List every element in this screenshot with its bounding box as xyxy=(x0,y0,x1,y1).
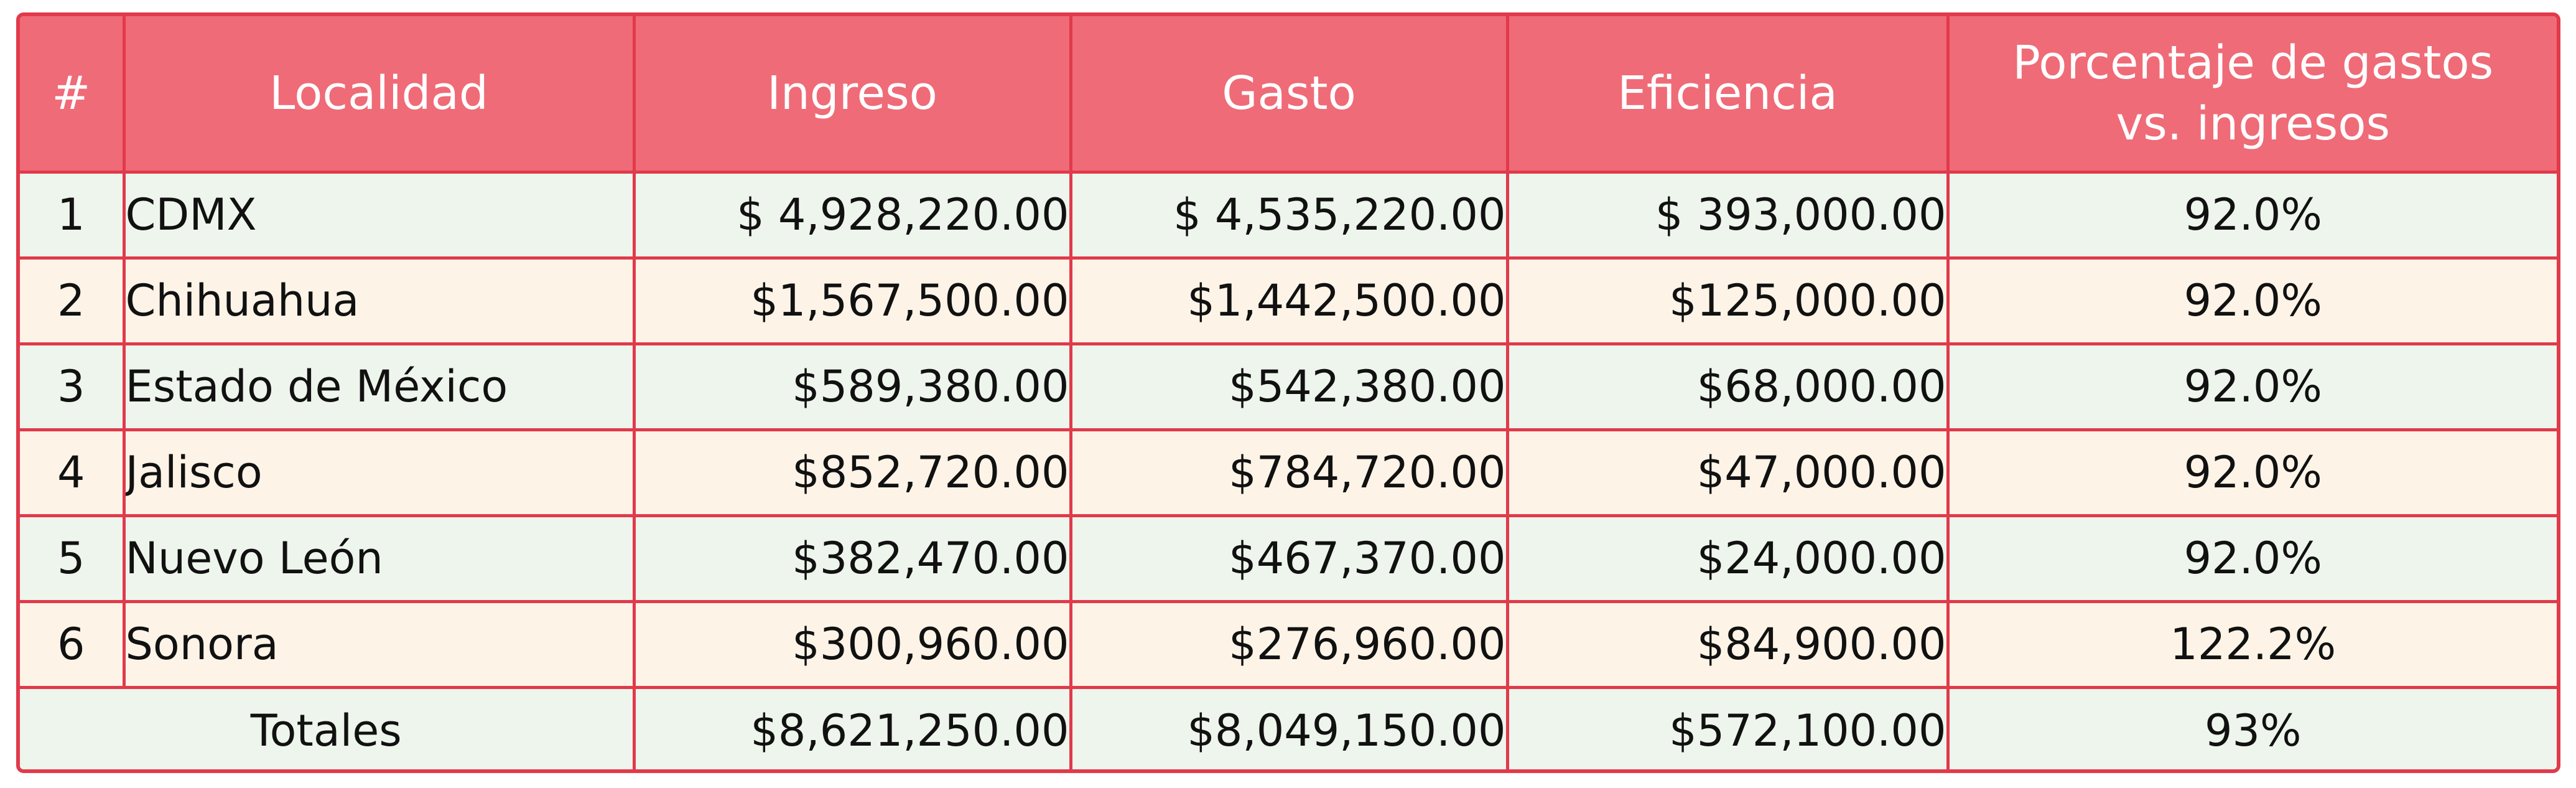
row-expense: $784,720.00 xyxy=(1069,428,1509,517)
header-percentage: Porcentaje de gastos vs. ingresos xyxy=(1946,16,2557,174)
row-expense: $467,370.00 xyxy=(1069,514,1509,603)
row-income: $ 4,928,220.00 xyxy=(632,170,1072,260)
header-locality: Localidad xyxy=(122,16,636,174)
row-efficiency: $24,000.00 xyxy=(1505,514,1950,603)
table-row: 6 Sonora $300,960.00 $276,960.00 $84,900… xyxy=(20,599,2557,687)
row-expense: $276,960.00 xyxy=(1069,599,1509,687)
totals-row: Totales $8,621,250.00 $8,049,150.00 $572… xyxy=(20,685,2557,769)
row-efficiency: $68,000.00 xyxy=(1505,342,1950,431)
row-expense: $1,442,500.00 xyxy=(1069,256,1509,345)
row-percentage: 92.0% xyxy=(1946,170,2557,260)
row-number: 1 xyxy=(20,170,126,260)
header-efficiency: Eficiencia xyxy=(1505,16,1950,174)
row-percentage: 92.0% xyxy=(1946,428,2557,517)
row-income: $382,470.00 xyxy=(632,514,1072,603)
summary-table-container: # Localidad Ingreso Gasto Eficiencia Por… xyxy=(16,12,2560,773)
row-income: $852,720.00 xyxy=(632,428,1072,517)
table-row: 2 Chihuahua $1,567,500.00 $1,442,500.00 … xyxy=(20,256,2557,345)
row-percentage: 92.0% xyxy=(1946,256,2557,345)
table-row: 1 CDMX $ 4,928,220.00 $ 4,535,220.00 $ 3… xyxy=(20,170,2557,260)
header-percentage-line2: vs. ingresos xyxy=(2116,96,2391,151)
row-number: 6 xyxy=(20,599,126,687)
summary-table: # Localidad Ingreso Gasto Eficiencia Por… xyxy=(20,16,2557,769)
row-efficiency: $ 393,000.00 xyxy=(1505,170,1950,260)
row-income: $589,380.00 xyxy=(632,342,1072,431)
row-locality: Nuevo León xyxy=(122,514,636,603)
row-income: $300,960.00 xyxy=(632,599,1072,687)
row-percentage: 92.0% xyxy=(1946,342,2557,431)
table-row: 5 Nuevo León $382,470.00 $467,370.00 $24… xyxy=(20,514,2557,603)
header-expense: Gasto xyxy=(1069,16,1509,174)
header-percentage-line1: Porcentaje de gastos xyxy=(2012,35,2494,90)
row-locality: Chihuahua xyxy=(122,256,636,345)
row-number: 4 xyxy=(20,428,126,517)
row-number: 5 xyxy=(20,514,126,603)
totals-expense: $8,049,150.00 xyxy=(1069,685,1509,769)
row-locality: Estado de México xyxy=(122,342,636,431)
totals-efficiency: $572,100.00 xyxy=(1505,685,1950,769)
row-efficiency: $84,900.00 xyxy=(1505,599,1950,687)
header-income: Ingreso xyxy=(632,16,1072,174)
row-efficiency: $47,000.00 xyxy=(1505,428,1950,517)
row-percentage: 92.0% xyxy=(1946,514,2557,603)
row-expense: $ 4,535,220.00 xyxy=(1069,170,1509,260)
row-income: $1,567,500.00 xyxy=(632,256,1072,345)
row-locality: Jalisco xyxy=(122,428,636,517)
totals-label: Totales xyxy=(20,685,636,769)
totals-percentage: 93% xyxy=(1946,685,2557,769)
row-efficiency: $125,000.00 xyxy=(1505,256,1950,345)
row-locality: CDMX xyxy=(122,170,636,260)
row-percentage: 122.2% xyxy=(1946,599,2557,687)
header-num: # xyxy=(20,16,126,174)
totals-income: $8,621,250.00 xyxy=(632,685,1072,769)
table-header-row: # Localidad Ingreso Gasto Eficiencia Por… xyxy=(20,16,2557,174)
table-row: 4 Jalisco $852,720.00 $784,720.00 $47,00… xyxy=(20,428,2557,517)
row-number: 2 xyxy=(20,256,126,345)
row-expense: $542,380.00 xyxy=(1069,342,1509,431)
row-locality: Sonora xyxy=(122,599,636,687)
table-row: 3 Estado de México $589,380.00 $542,380.… xyxy=(20,342,2557,431)
row-number: 3 xyxy=(20,342,126,431)
